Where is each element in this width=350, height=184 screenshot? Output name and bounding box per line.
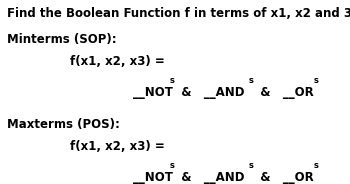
Text: Maxterms (POS):: Maxterms (POS): — [7, 118, 120, 131]
Text: __NOT: __NOT — [133, 171, 173, 184]
Text: &   __OR: & __OR — [252, 171, 314, 184]
Text: Minterms (SOP):: Minterms (SOP): — [7, 33, 117, 46]
Text: Find the Boolean Function f in terms of x1, x2 and 3:: Find the Boolean Function f in terms of … — [7, 7, 350, 20]
Text: f(x1, x2, x3) =: f(x1, x2, x3) = — [70, 140, 165, 153]
Text: s: s — [170, 76, 175, 85]
Text: s: s — [170, 161, 175, 170]
Text: &   __OR: & __OR — [252, 86, 314, 100]
Text: s: s — [313, 161, 318, 170]
Text: __NOT: __NOT — [133, 86, 173, 100]
Text: f(x1, x2, x3) =: f(x1, x2, x3) = — [70, 55, 165, 68]
Text: &   __AND: & __AND — [173, 86, 245, 100]
Text: s: s — [248, 161, 253, 170]
Text: &   __AND: & __AND — [173, 171, 245, 184]
Text: s: s — [248, 76, 253, 85]
Text: s: s — [313, 76, 318, 85]
